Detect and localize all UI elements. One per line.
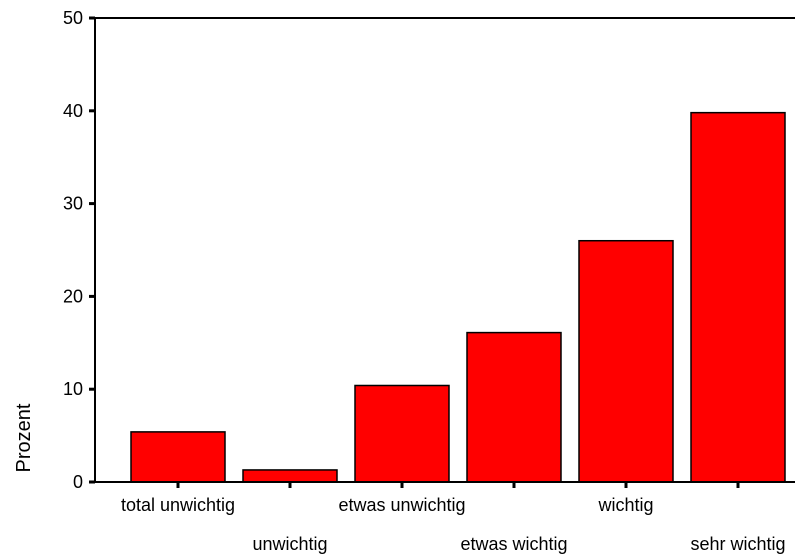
bar-5 <box>690 111 786 483</box>
plot-frame <box>94 17 795 483</box>
bar-2 <box>354 384 450 483</box>
bar-3 <box>466 331 562 483</box>
bar-4 <box>578 239 674 483</box>
x-tick-label-5: sehr wichtig <box>690 534 785 554</box>
y-ticks-group: 0 10 20 30 40 50 <box>63 8 95 492</box>
y-tick-label-0: 0 <box>73 472 83 492</box>
y-tick-label-5: 50 <box>63 8 83 28</box>
x-tick-label-0: total unwichtig <box>121 495 235 515</box>
y-tick-label-2: 20 <box>63 286 83 306</box>
x-tick-label-4: wichtig <box>597 495 653 515</box>
x-ticks-group: total unwichtig unwichtig etwas unwichtig e… <box>121 482 786 554</box>
y-axis-title: Prozent <box>13 403 35 472</box>
x-tick-label-1: unwichtig <box>252 534 327 554</box>
bar-1 <box>242 469 338 483</box>
x-tick-label-3: etwas wichtig <box>460 534 567 554</box>
y-tick-label-1: 10 <box>63 379 83 399</box>
y-tick-label-3: 30 <box>63 194 83 214</box>
x-tick-label-2: etwas unwichtig <box>338 495 465 515</box>
bars-group <box>130 111 786 483</box>
y-tick-label-4: 40 <box>63 101 83 121</box>
bar-0 <box>130 431 226 483</box>
